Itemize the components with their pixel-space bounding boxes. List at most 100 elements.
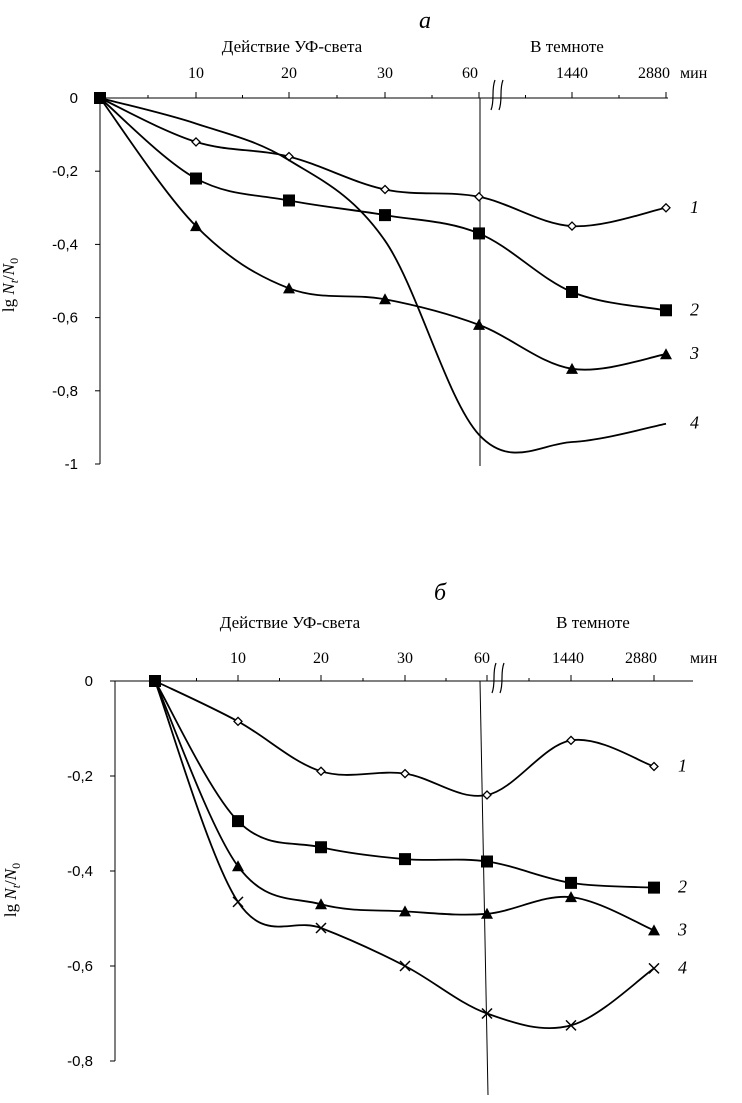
- series-3-triangle-marker: [283, 282, 295, 294]
- axis-break-mark: [491, 662, 505, 694]
- y-tick-label: -0,2: [52, 163, 78, 180]
- series-4-cross-marker: [232, 896, 244, 908]
- series-4-cross-marker: [399, 960, 411, 972]
- x-unit-label: мин: [690, 650, 718, 667]
- series-2-line: [99, 97, 667, 312]
- series-2-square-marker: [473, 227, 485, 240]
- y-tick-label: -0,4: [67, 863, 93, 880]
- series-2-square-marker: [232, 815, 244, 828]
- series-4-label: 4: [690, 413, 699, 433]
- series-1-diamond-marker: [474, 191, 484, 202]
- series-4-cross-marker: [149, 675, 161, 687]
- y-axis-label-sub-0: 0: [7, 258, 21, 264]
- y-axis-label: lg Nt/N0: [0, 258, 21, 312]
- panel-label: б: [434, 580, 447, 606]
- series-4-cross-marker: [315, 922, 327, 934]
- panel-label: а: [419, 8, 431, 34]
- y-axis-label-sub-t: t: [9, 884, 23, 888]
- series-3-label: 3: [677, 919, 687, 939]
- series-3-triangle-marker: [481, 907, 493, 919]
- y-axis-label-lg: lg: [0, 295, 18, 312]
- x-unit-label: мин: [680, 65, 708, 82]
- series-1-diamond-marker: [566, 735, 576, 746]
- series-4-line: [99, 97, 667, 454]
- series-3-triangle-marker: [648, 924, 660, 936]
- series-3-triangle-marker: [94, 92, 106, 103]
- y-axis-label-n0: N: [0, 262, 18, 276]
- y-tick-label: -0,8: [52, 383, 78, 400]
- y-axis-label-sub-0: 0: [9, 863, 23, 869]
- series-2: 2: [94, 92, 699, 319]
- series-3-triangle-marker: [660, 348, 672, 360]
- x-tick-label: 10: [188, 65, 204, 82]
- series-2-square-marker: [566, 285, 578, 298]
- y-tick-label: -0,2: [67, 768, 93, 785]
- y-tick-label: -1: [65, 456, 78, 473]
- series-1-label: 1: [678, 756, 687, 776]
- series-2-label: 2: [678, 877, 687, 897]
- y-tick-label: -0,6: [52, 310, 78, 327]
- y-axis-label-n: N: [0, 282, 18, 296]
- y-axis-label-n: N: [1, 887, 20, 901]
- series-1-diamond-marker: [567, 221, 577, 232]
- x-tick-label: 1440: [556, 65, 588, 82]
- series-2-label: 2: [690, 299, 699, 319]
- x-tick-label: 20: [281, 65, 297, 82]
- series-4: 4: [149, 675, 687, 1031]
- x-tick-label: 10: [230, 650, 246, 667]
- series-3-line: [154, 680, 655, 932]
- series-2-square-marker: [283, 194, 295, 207]
- y-axis-label-n0: N: [1, 867, 20, 881]
- y-tick-label: -0,4: [52, 236, 78, 253]
- series-2-square-marker: [648, 881, 660, 894]
- series-1-line: [154, 680, 655, 797]
- series-1-diamond-marker: [380, 184, 390, 195]
- x-tick-label: 30: [377, 65, 393, 82]
- y-axis-label-slash: /: [1, 880, 20, 885]
- series-1-label: 1: [690, 197, 699, 217]
- axis-break-mark: [490, 79, 504, 111]
- header-uv-action: Действие УФ-света: [222, 37, 363, 56]
- series-3-triangle-marker: [473, 318, 485, 330]
- series-3-triangle-marker: [379, 293, 391, 305]
- series-4: 4: [99, 97, 699, 454]
- chart-panel-b: б Действие УФ-света В темноте 0 -0,2 -0,4 -0,6…: [1, 580, 718, 1096]
- x-tick-label: 2880: [625, 650, 657, 667]
- series-1: 1: [95, 93, 699, 232]
- series-2-square-marker: [565, 876, 577, 889]
- x-tick-label: 2880: [638, 65, 670, 82]
- series-3-label: 3: [689, 343, 699, 363]
- series-1-diamond-marker: [400, 768, 410, 779]
- y-axis-label-lg: lg: [1, 900, 20, 917]
- series-1-diamond-marker: [191, 137, 201, 147]
- series-1-diamond-marker: [233, 716, 243, 727]
- series-4-label: 4: [678, 957, 687, 977]
- series-3-triangle-marker: [566, 362, 578, 374]
- x-tick-label: 60: [474, 650, 490, 667]
- series-1-diamond-marker: [649, 761, 659, 772]
- y-axis-label-sub-t: t: [7, 279, 21, 283]
- series-2-square-marker: [190, 172, 202, 185]
- series-3-triangle-marker: [190, 220, 202, 232]
- y-tick-label: -0,6: [67, 958, 93, 975]
- header-in-dark: В темноте: [530, 37, 604, 56]
- series-2-square-marker: [315, 841, 327, 854]
- series-2-square-marker: [399, 853, 411, 866]
- series-2-square-marker: [660, 304, 672, 317]
- series-3-triangle-marker: [315, 898, 327, 910]
- y-tick-label: -0,8: [67, 1053, 93, 1070]
- header-in-dark: В темноте: [556, 613, 630, 632]
- series-1-diamond-marker: [316, 766, 326, 777]
- chart-panel-a: а Действие УФ-света В темноте 0 -0,2 -0,4 -0,6…: [0, 8, 708, 473]
- series-3-triangle-marker: [565, 891, 577, 903]
- y-axis-label-slash: /: [0, 275, 18, 280]
- series-4-cross-marker: [481, 1007, 493, 1020]
- series-2-square-marker: [379, 209, 391, 222]
- header-uv-action: Действие УФ-света: [220, 613, 361, 632]
- series-1-diamond-marker: [482, 790, 492, 800]
- x-tick-label: 60: [462, 65, 478, 82]
- series-1-diamond-marker: [661, 202, 671, 213]
- series-3-triangle-marker: [232, 860, 244, 872]
- series-4-cross-marker: [648, 962, 660, 974]
